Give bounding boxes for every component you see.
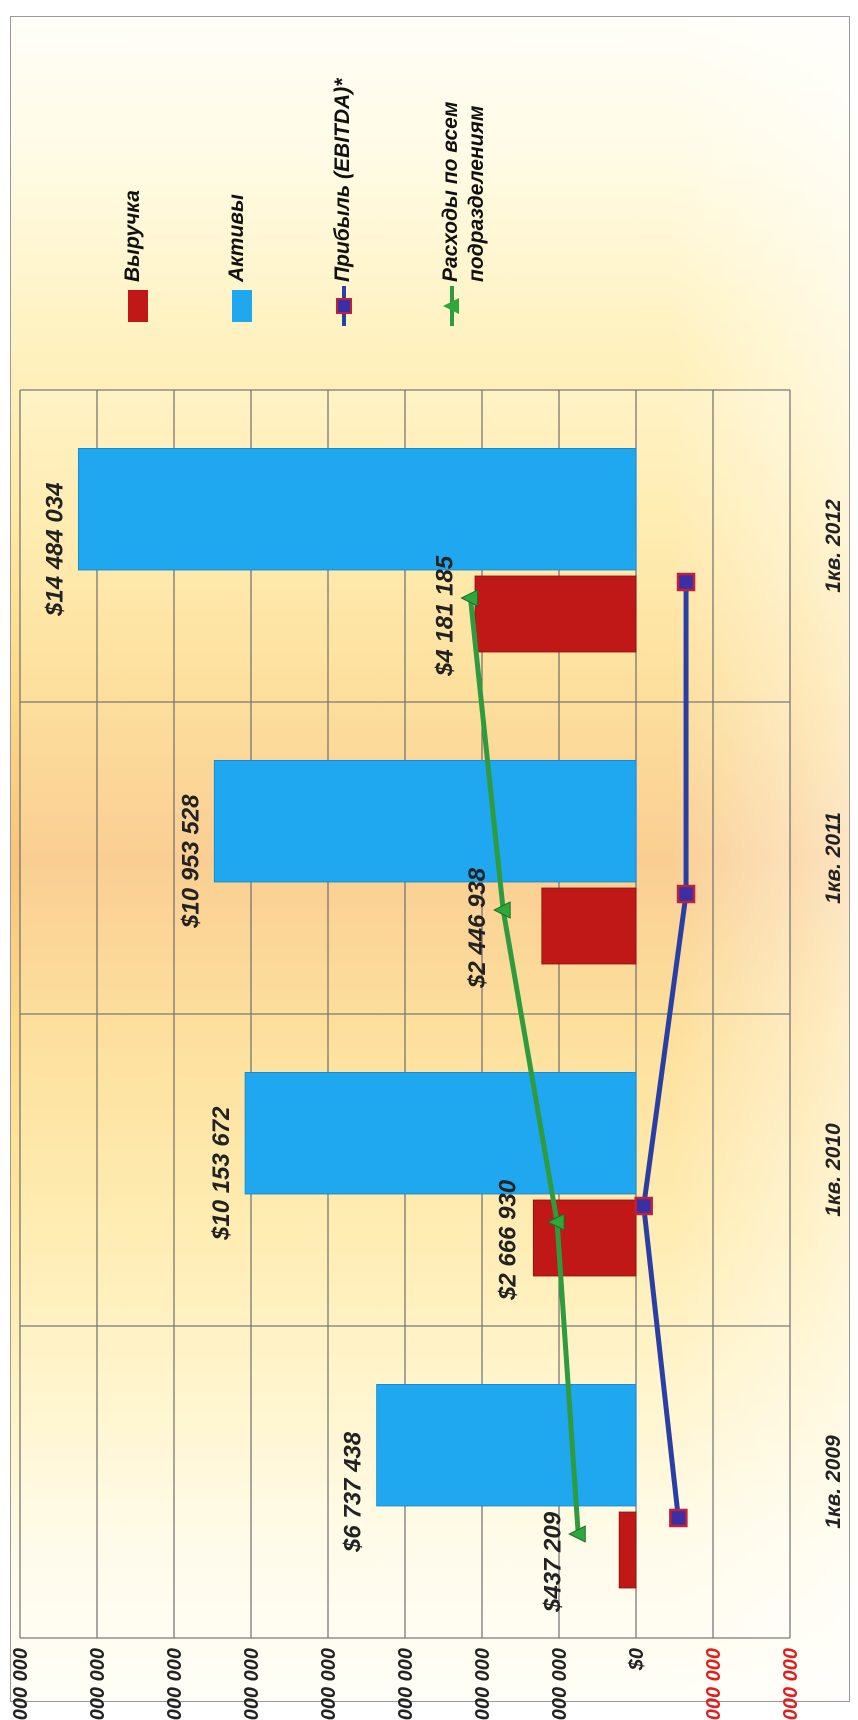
marker-expenses-1 <box>546 1213 565 1231</box>
legend-symbol-profit <box>336 286 352 326</box>
marker-profit-0 <box>669 1508 688 1528</box>
y-tick-label-0: $16 000 000 <box>10 1648 32 1720</box>
marker-expenses-3 <box>460 589 478 607</box>
legend-label-assets: Активы <box>225 194 248 282</box>
data-label-assets-2: $10 953 528 <box>177 794 204 929</box>
y-tick-label-6: $4 000 000 <box>472 1648 494 1720</box>
y-tick-label-4: $8 000 000 <box>318 1648 340 1720</box>
y-tick-label-5: $6 000 000 <box>395 1648 417 1720</box>
data-label-assets-3: $14 484 034 <box>41 483 68 617</box>
data-label-assets-1: $10 153 672 <box>208 1106 235 1241</box>
bar-assets-2 <box>213 760 637 883</box>
y-tick-label-1: $14 000 000 <box>87 1648 109 1720</box>
legend-item-profit: Прибыль (EBITDA)* <box>330 40 390 330</box>
y-tick-label-2: $12 000 000 <box>164 1648 186 1720</box>
data-label-assets-0: $6 737 438 <box>340 1431 367 1553</box>
y-tick-label-7: $2 000 000 <box>549 1648 571 1720</box>
marker-expenses-0 <box>568 1525 586 1543</box>
legend-marker-sym-profit <box>336 298 352 314</box>
line-profit <box>641 582 689 1519</box>
legend-label-revenue: Выручка <box>121 190 144 282</box>
bar-assets-3 <box>77 448 637 571</box>
x-category-label-3: 1кв. 2012 <box>822 499 845 593</box>
legend-swatch-revenue <box>128 290 148 322</box>
legend-symbol-expenses <box>443 286 459 326</box>
bar-assets-0 <box>376 1384 637 1507</box>
marker-profit-3 <box>676 572 696 592</box>
bar-revenue-0 <box>618 1511 637 1589</box>
y-tick-label-3: $10 000 000 <box>241 1648 263 1720</box>
marker-profit-2 <box>676 884 696 904</box>
x-category-label-1: 1кв. 2010 <box>822 1123 845 1217</box>
data-label-revenue-0: $437 209 <box>539 1511 566 1613</box>
data-label-revenue-3: $4 181 185 <box>431 555 458 677</box>
bar-revenue-3 <box>474 575 637 653</box>
legend-swatch-assets <box>232 290 252 322</box>
bar-revenue-1 <box>532 1199 637 1277</box>
legend-label-expenses: Расходы по всем подразделениям <box>439 101 488 282</box>
y-tick-label-9: -$2 000 000 <box>703 1648 725 1720</box>
bar-revenue-2 <box>541 887 637 965</box>
marker-profit-1 <box>634 1196 653 1216</box>
legend-item-revenue: Выручка <box>120 40 180 330</box>
marker-expenses-2 <box>493 901 511 919</box>
data-label-revenue-2: $2 446 938 <box>464 867 491 989</box>
legend-item-expenses: Расходы по всем подразделениям <box>438 40 498 330</box>
legend-item-assets: Активы <box>224 40 284 330</box>
legend-marker-sym-expenses <box>443 298 459 314</box>
x-category-label-0: 1кв. 2009 <box>822 1435 845 1529</box>
y-tick-label-10: -$4 000 000 <box>780 1648 802 1720</box>
y-tick-label-8: $0 <box>626 1648 648 1671</box>
bar-assets-1 <box>244 1072 637 1195</box>
x-category-label-2: 1кв. 2011 <box>822 812 845 904</box>
legend-label-profit: Прибыль (EBITDA)* <box>331 78 354 282</box>
line-expenses <box>467 597 581 1535</box>
data-label-revenue-1: $2 666 930 <box>494 1179 521 1301</box>
